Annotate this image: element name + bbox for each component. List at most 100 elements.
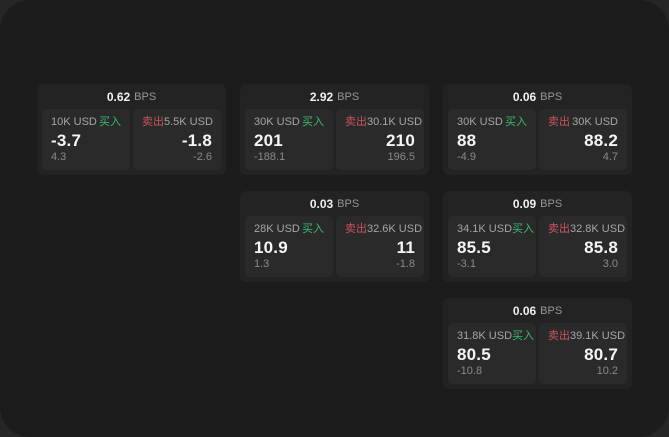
buy-size: 31.8K USD	[457, 330, 513, 342]
buy-panel[interactable]: 31.8K USD 买入 80.5 -10.8	[448, 323, 536, 384]
buy-price: 80.5	[457, 344, 491, 364]
sell-panel-top: 卖出 32.8K USD	[548, 223, 625, 236]
quote-card-6: 0.06 BPS 31.8K USD 买入 80.5 -10.8 卖出 39.1…	[443, 298, 632, 389]
buy-panel-top: 34.1K USD 买入	[457, 223, 534, 236]
bps-value: 0.06	[512, 89, 537, 104]
buy-panel[interactable]: 30K USD 买入 201 -188.1	[245, 109, 333, 170]
buy-panel-top: 10K USD 买入	[51, 116, 121, 129]
bps-unit-label: BPS	[540, 304, 563, 317]
buy-price: 10.9	[254, 237, 288, 257]
card-body: 28K USD 买入 10.9 1.3 卖出 32.6K USD 11 -1.8	[240, 214, 429, 282]
sell-price: -1.8	[181, 130, 212, 150]
bps-header: 0.62 BPS	[37, 84, 226, 107]
sell-price: 88.2	[584, 130, 618, 150]
card-body: 10K USD 买入 -3.7 4.3 卖出 5.5K USD -1.8 -2.…	[37, 107, 226, 175]
sell-delta: -2.6	[193, 151, 212, 163]
sell-delta: 196.5	[387, 151, 415, 163]
sell-side-label: 卖出	[548, 223, 570, 235]
sell-panel[interactable]: 卖出 30K USD 88.2 4.7	[539, 109, 627, 170]
buy-panel-top: 28K USD 买入	[254, 223, 324, 236]
sell-panel[interactable]: 卖出 5.5K USD -1.8 -2.6	[133, 109, 221, 170]
buy-delta: 1.3	[254, 258, 270, 270]
sell-price: 210	[386, 130, 415, 150]
sell-side-label: 卖出	[548, 116, 570, 128]
sell-side-label: 卖出	[345, 116, 367, 128]
buy-side-label: 买入	[505, 116, 527, 128]
sell-side-label: 卖出	[345, 223, 367, 235]
buy-delta: -10.8	[457, 365, 483, 377]
bps-header: 2.92 BPS	[240, 84, 429, 107]
sell-size: 32.8K USD	[570, 223, 626, 235]
buy-size: 30K USD	[254, 116, 300, 128]
card-body: 34.1K USD 买入 85.5 -3.1 卖出 32.8K USD 85.8…	[443, 214, 632, 282]
sell-panel-top: 卖出 30K USD	[548, 116, 618, 129]
card-body: 30K USD 买入 88 -4.9 卖出 30K USD 88.2 4.7	[443, 107, 632, 175]
buy-panel-top: 31.8K USD 买入	[457, 330, 534, 343]
buy-side-label: 买入	[99, 116, 121, 128]
sell-side-label: 卖出	[142, 116, 164, 128]
bps-header: 0.03 BPS	[240, 191, 429, 214]
bps-value: 0.62	[106, 89, 131, 104]
buy-panel-top: 30K USD 买入	[254, 116, 324, 129]
sell-panel[interactable]: 卖出 30.1K USD 210 196.5	[336, 109, 424, 170]
sell-panel-top: 卖出 30.1K USD	[345, 116, 422, 129]
sell-panel-top: 卖出 39.1K USD	[548, 330, 625, 343]
buy-delta: -3.1	[457, 258, 476, 270]
quote-grid: 0.62 BPS 10K USD 买入 -3.7 4.3 卖出 5.5K USD…	[37, 84, 632, 389]
quote-card-5: 0.09 BPS 34.1K USD 买入 85.5 -3.1 卖出 32.8K…	[443, 191, 632, 282]
buy-side-label: 买入	[512, 223, 535, 235]
sell-panel[interactable]: 卖出 32.6K USD 11 -1.8	[336, 216, 424, 277]
sell-size: 30.1K USD	[367, 116, 423, 128]
buy-price: 88	[457, 130, 477, 150]
sell-side-label: 卖出	[548, 330, 570, 342]
buy-side-label: 买入	[302, 116, 324, 128]
bps-value: 0.06	[512, 303, 537, 318]
buy-price: -3.7	[51, 130, 82, 150]
sell-delta: 3.0	[602, 258, 618, 270]
quote-card-4: 0.03 BPS 28K USD 买入 10.9 1.3 卖出 32.6K US…	[240, 191, 429, 282]
card-body: 31.8K USD 买入 80.5 -10.8 卖出 39.1K USD 80.…	[443, 321, 632, 389]
sell-price: 85.8	[584, 237, 618, 257]
sell-panel[interactable]: 卖出 39.1K USD 80.7 10.2	[539, 323, 627, 384]
sell-panel[interactable]: 卖出 32.8K USD 85.8 3.0	[539, 216, 627, 277]
buy-price: 201	[254, 130, 283, 150]
sell-price: 11	[396, 237, 415, 257]
sell-size: 39.1K USD	[570, 330, 626, 342]
buy-size: 34.1K USD	[457, 223, 513, 235]
buy-delta: -4.9	[457, 151, 476, 163]
bps-header: 0.09 BPS	[443, 191, 632, 214]
bps-header: 0.06 BPS	[443, 84, 632, 107]
bps-unit-label: BPS	[134, 90, 157, 103]
buy-size: 30K USD	[457, 116, 503, 128]
buy-panel-top: 30K USD 买入	[457, 116, 527, 129]
buy-panel[interactable]: 34.1K USD 买入 85.5 -3.1	[448, 216, 536, 277]
card-body: 30K USD 买入 201 -188.1 卖出 30.1K USD 210 1…	[240, 107, 429, 175]
buy-side-label: 买入	[302, 223, 324, 235]
buy-delta: -188.1	[254, 151, 286, 163]
buy-panel[interactable]: 10K USD 买入 -3.7 4.3	[42, 109, 130, 170]
buy-panel[interactable]: 28K USD 买入 10.9 1.3	[245, 216, 333, 277]
buy-price: 85.5	[457, 237, 491, 257]
bps-value: 0.09	[512, 196, 537, 211]
sell-delta: 10.2	[596, 365, 618, 377]
buy-panel[interactable]: 30K USD 买入 88 -4.9	[448, 109, 536, 170]
bps-unit-label: BPS	[337, 197, 360, 210]
quote-card-2: 2.92 BPS 30K USD 买入 201 -188.1 卖出 30.1K …	[240, 84, 429, 175]
buy-size: 28K USD	[254, 223, 300, 235]
buy-delta: 4.3	[51, 151, 67, 163]
sell-panel-top: 卖出 5.5K USD	[142, 116, 213, 129]
quote-card-1: 0.62 BPS 10K USD 买入 -3.7 4.3 卖出 5.5K USD…	[37, 84, 226, 175]
quote-card-3: 0.06 BPS 30K USD 买入 88 -4.9 卖出 30K USD 8…	[443, 84, 632, 175]
sell-delta: -1.8	[396, 258, 415, 270]
buy-side-label: 买入	[512, 330, 535, 342]
bps-value: 0.03	[309, 196, 334, 211]
sell-size: 32.6K USD	[367, 223, 423, 235]
sell-panel-top: 卖出 32.6K USD	[345, 223, 422, 236]
bps-unit-label: BPS	[337, 90, 360, 103]
bps-value: 2.92	[309, 89, 334, 104]
sell-price: 80.7	[584, 344, 618, 364]
buy-size: 10K USD	[51, 116, 97, 128]
bps-unit-label: BPS	[540, 90, 563, 103]
bps-unit-label: BPS	[540, 197, 563, 210]
sell-size: 5.5K USD	[164, 116, 213, 128]
